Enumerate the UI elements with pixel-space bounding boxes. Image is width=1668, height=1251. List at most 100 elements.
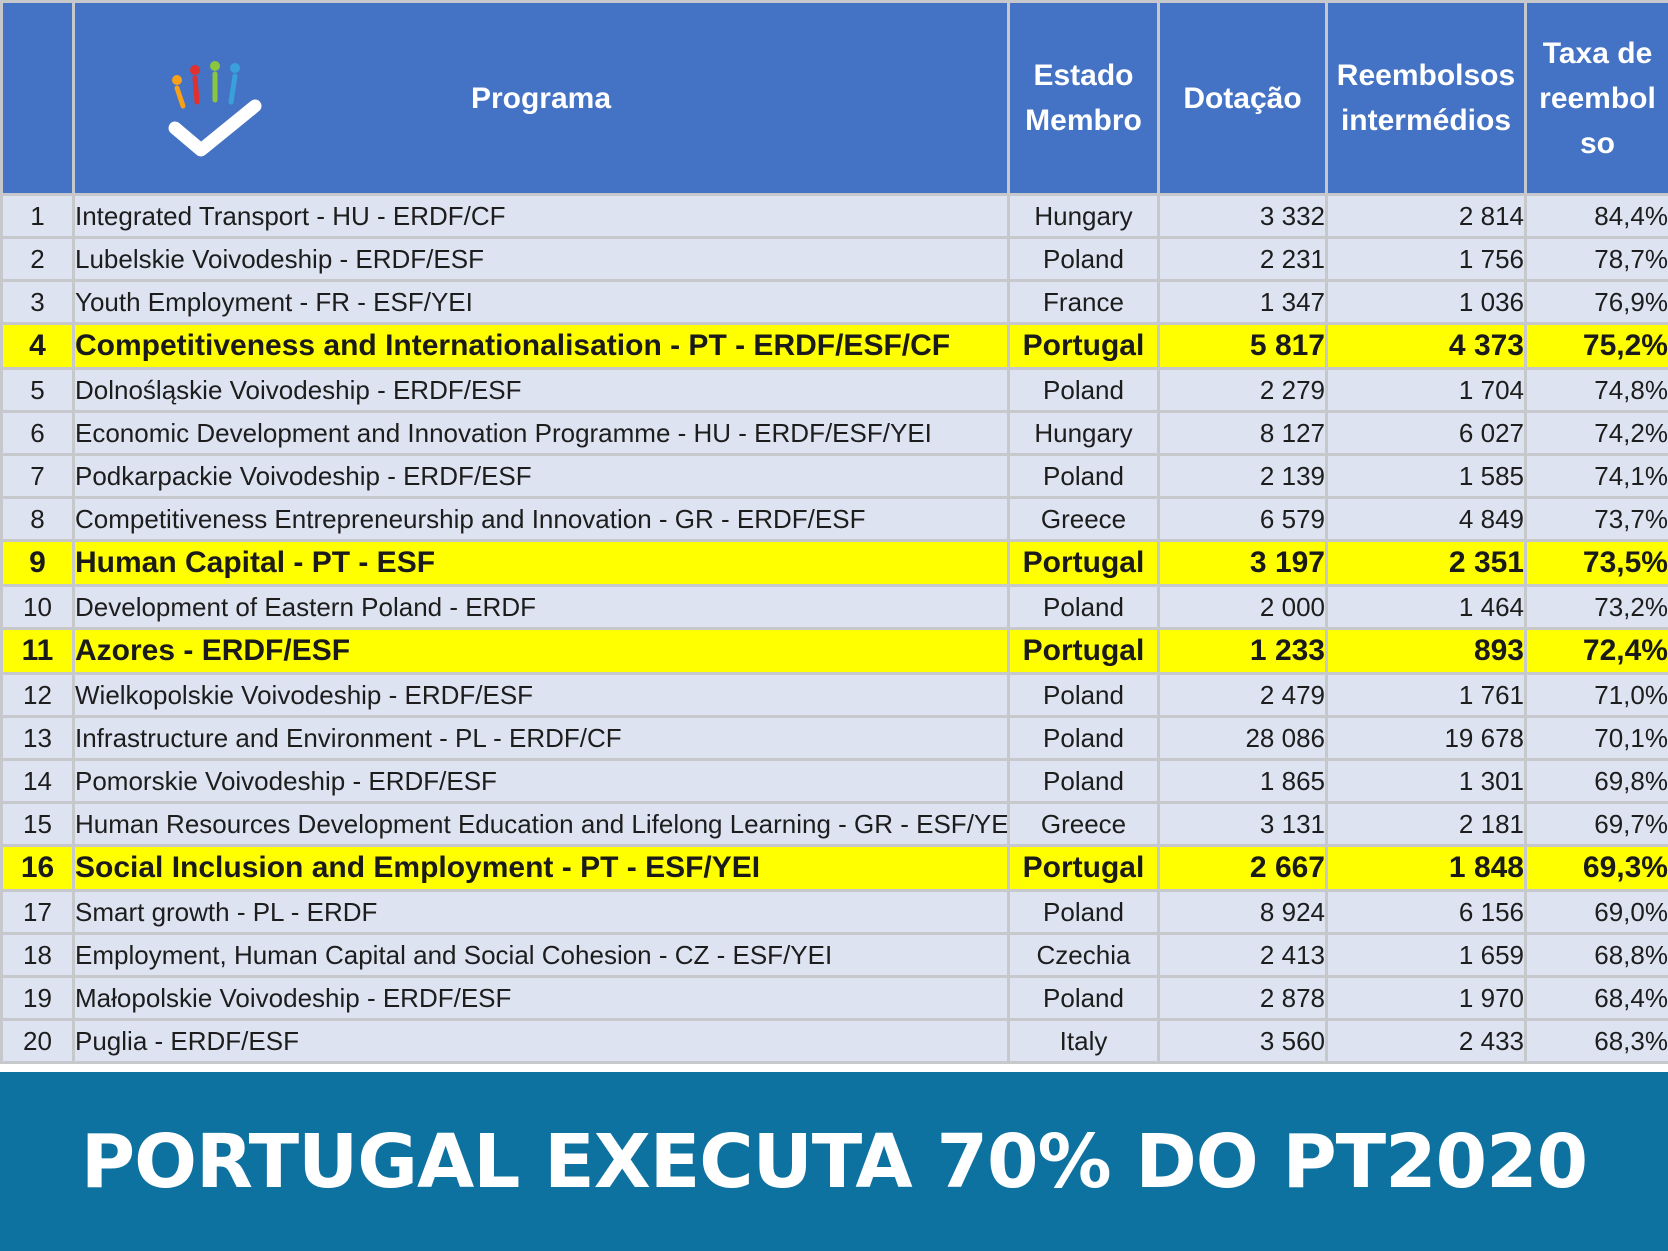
cell-dotacao: 8 924 [1157, 889, 1328, 935]
cell-taxa: 72,4% [1524, 627, 1668, 675]
cell-taxa: 71,0% [1524, 672, 1668, 718]
cell-rank: 3 [0, 279, 75, 325]
cell-estado-membro: Portugal [1007, 322, 1160, 370]
cell-taxa: 78,7% [1524, 236, 1668, 282]
cell-programa: Azores - ERDF/ESF [72, 627, 1010, 675]
cell-estado-membro: Portugal [1007, 844, 1160, 892]
header-reembolsos-line2: intermédios [1340, 104, 1512, 137]
cell-programa: Employment, Human Capital and Social Coh… [72, 932, 1010, 978]
table-row: 12 Wielkopolskie Voivodeship - ERDF/ESF Po… [0, 672, 1668, 718]
cell-taxa: 70,1% [1524, 715, 1668, 761]
header-taxa-line2: reembol [1539, 81, 1656, 115]
cell-reembolsos: 1 659 [1325, 932, 1527, 978]
cell-dotacao: 3 332 [1157, 193, 1328, 239]
table-header-row: Programa Estado Membro Dotação Reembolso… [0, 0, 1668, 196]
cell-estado-membro: Italy [1007, 1018, 1160, 1064]
cell-dotacao: 2 139 [1157, 453, 1328, 499]
cell-programa: Pomorskie Voivodeship - ERDF/ESF [72, 758, 1010, 804]
cell-rank: 16 [0, 844, 75, 892]
cell-programa: Podkarpackie Voivodeship - ERDF/ESF [72, 453, 1010, 499]
cell-programa: Economic Development and Innovation Prog… [72, 410, 1010, 456]
header-taxa-line3: so [1579, 126, 1615, 160]
cell-dotacao: 3 197 [1157, 539, 1328, 587]
table-row: 19 Małopolskie Voivodeship - ERDF/ESF Pola… [0, 975, 1668, 1021]
cell-taxa: 73,2% [1524, 584, 1668, 630]
table-row: 8 Competitiveness Entrepreneurship and In… [0, 496, 1668, 542]
cell-dotacao: 6 579 [1157, 496, 1328, 542]
table-row: 14 Pomorskie Voivodeship - ERDF/ESF Poland… [0, 758, 1668, 804]
cell-reembolsos: 2 351 [1325, 539, 1527, 587]
table-row: 15 Human Resources Development Education … [0, 801, 1668, 847]
cell-estado-membro: Hungary [1007, 410, 1160, 456]
cell-reembolsos: 1 704 [1325, 367, 1527, 413]
cell-programa: Competitiveness Entrepreneurship and Inn… [72, 496, 1010, 542]
cell-rank: 20 [0, 1018, 75, 1064]
cell-estado-membro: Poland [1007, 715, 1160, 761]
cell-taxa: 69,0% [1524, 889, 1668, 935]
cell-programa: Competitiveness and Internationalisation… [72, 322, 1010, 370]
cell-rank: 11 [0, 627, 75, 675]
cell-taxa: 69,3% [1524, 844, 1668, 892]
cell-dotacao: 1 347 [1157, 279, 1328, 325]
cell-taxa: 74,2% [1524, 410, 1668, 456]
cell-programa: Smart growth - PL - ERDF [72, 889, 1010, 935]
cell-reembolsos: 19 678 [1325, 715, 1527, 761]
cell-taxa: 68,3% [1524, 1018, 1668, 1064]
cell-reembolsos: 6 027 [1325, 410, 1527, 456]
cell-reembolsos: 1 301 [1325, 758, 1527, 804]
cell-dotacao: 5 817 [1157, 322, 1328, 370]
cell-rank: 15 [0, 801, 75, 847]
cell-programa: Puglia - ERDF/ESF [72, 1018, 1010, 1064]
header-estado-line1: Estado [1033, 59, 1134, 92]
cell-programa: Dolnośląskie Voivodeship - ERDF/ESF [72, 367, 1010, 413]
cell-taxa: 75,2% [1524, 322, 1668, 370]
cell-rank: 4 [0, 322, 75, 370]
cell-reembolsos: 893 [1325, 627, 1527, 675]
header-estado-line2: Membro [1025, 104, 1142, 137]
table-row: 9 Human Capital - PT - ESF Portugal 3 197 2 … [0, 539, 1668, 587]
cell-estado-membro: Portugal [1007, 539, 1160, 587]
cell-estado-membro: Portugal [1007, 627, 1160, 675]
cell-reembolsos: 4 373 [1325, 322, 1527, 370]
cell-rank: 19 [0, 975, 75, 1021]
table-row: 18 Employment, Human Capital and Social C… [0, 932, 1668, 978]
cell-taxa: 74,8% [1524, 367, 1668, 413]
table-row: 20 Puglia - ERDF/ESF Italy 3 560 2 433 68,3% [0, 1018, 1668, 1064]
cell-estado-membro: Poland [1007, 672, 1160, 718]
header-programa-label: Programa [470, 81, 612, 115]
cell-dotacao: 2 667 [1157, 844, 1328, 892]
cell-rank: 14 [0, 758, 75, 804]
cell-rank: 8 [0, 496, 75, 542]
cell-dotacao: 2 878 [1157, 975, 1328, 1021]
cell-estado-membro: Poland [1007, 889, 1160, 935]
table-row: 6 Economic Development and Innovation Pro… [0, 410, 1668, 456]
cell-dotacao: 2 231 [1157, 236, 1328, 282]
cell-rank: 6 [0, 410, 75, 456]
cell-estado-membro: Poland [1007, 453, 1160, 499]
cell-programa: Human Capital - PT - ESF [72, 539, 1010, 587]
cell-reembolsos: 1 848 [1325, 844, 1527, 892]
cell-dotacao: 8 127 [1157, 410, 1328, 456]
header-reembolsos-line1: Reembolsos [1336, 59, 1516, 92]
table-row: 13 Infrastructure and Environment - PL - … [0, 715, 1668, 761]
cell-taxa: 69,8% [1524, 758, 1668, 804]
cell-programa: Development of Eastern Poland - ERDF [72, 584, 1010, 630]
cell-taxa: 74,1% [1524, 453, 1668, 499]
cell-rank: 5 [0, 367, 75, 413]
header-programa: Programa [72, 0, 1010, 196]
cell-rank: 2 [0, 236, 75, 282]
cell-reembolsos: 6 156 [1325, 889, 1527, 935]
cell-reembolsos: 2 433 [1325, 1018, 1527, 1064]
cell-reembolsos: 1 970 [1325, 975, 1527, 1021]
table-row: 17 Smart growth - PL - ERDF Poland 8 924 6 1… [0, 889, 1668, 935]
table-row: 5 Dolnośląskie Voivodeship - ERDF/ESF Pola… [0, 367, 1668, 413]
ranking-table: Programa Estado Membro Dotação Reembolso… [0, 0, 1668, 1064]
cell-reembolsos: 1 036 [1325, 279, 1527, 325]
cell-rank: 12 [0, 672, 75, 718]
cell-taxa: 73,7% [1524, 496, 1668, 542]
cell-dotacao: 2 413 [1157, 932, 1328, 978]
cell-dotacao: 2 000 [1157, 584, 1328, 630]
cell-taxa: 68,8% [1524, 932, 1668, 978]
cell-taxa: 84,4% [1524, 193, 1668, 239]
